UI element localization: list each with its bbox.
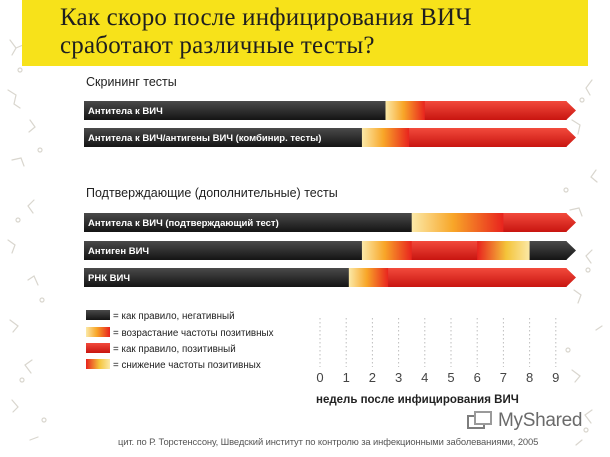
bar-label-area bbox=[84, 268, 321, 287]
brand-name: MyShared bbox=[498, 410, 583, 431]
group-heading: Подтверждающие (дополнительные) тесты bbox=[86, 186, 338, 200]
bar-label-area bbox=[84, 101, 321, 120]
bar-segment-negative bbox=[529, 241, 567, 260]
test-bar: Антиген ВИЧ bbox=[84, 241, 576, 260]
x-axis-label: недель после инфицирования ВИЧ bbox=[316, 394, 519, 406]
x-tick-label: 6 bbox=[474, 370, 481, 385]
legend-swatch bbox=[86, 327, 110, 337]
bar-segment-rising_positive bbox=[361, 241, 413, 260]
x-tick-label: 7 bbox=[500, 370, 507, 385]
legend-label: = как правило, негативный bbox=[113, 311, 235, 322]
legend-item-rising_positive: = возрастание частоты позитивных bbox=[86, 327, 274, 339]
x-tick-label: 5 bbox=[447, 370, 454, 385]
bar-segment-positive bbox=[388, 268, 567, 287]
x-tick-label: 2 bbox=[369, 370, 376, 385]
legend-swatch bbox=[86, 343, 110, 353]
brand-logo: MyShared bbox=[466, 410, 583, 432]
x-tick-label: 9 bbox=[552, 370, 559, 385]
title-banner: Как скоро после инфицирования ВИЧ сработ… bbox=[22, 0, 588, 66]
bar-segment-rising_positive bbox=[411, 213, 504, 232]
legend-label: = возрастание частоты позитивных bbox=[113, 328, 274, 339]
x-tick-label: 4 bbox=[421, 370, 428, 385]
bar-label: Антитела к ВИЧ/антигены ВИЧ (комбинир. т… bbox=[88, 133, 321, 144]
bar-label-area bbox=[84, 128, 321, 147]
bar-segment-rising_positive bbox=[361, 128, 410, 147]
bar-segment-negative bbox=[320, 268, 350, 287]
decorative-figures-left bbox=[7, 39, 47, 441]
bar-segment-positive bbox=[424, 101, 567, 120]
x-tick-label: 0 bbox=[316, 370, 323, 385]
bar-arrow-head bbox=[566, 241, 576, 260]
bar-segment-negative bbox=[320, 101, 386, 120]
x-tick-label: 1 bbox=[343, 370, 350, 385]
bar-segment-negative bbox=[320, 128, 363, 147]
bar-segment-falling_positive bbox=[477, 241, 531, 260]
test-bar: Антитела к ВИЧ bbox=[84, 101, 576, 120]
bar-label: Антитела к ВИЧ (подтверждающий тест) bbox=[88, 218, 279, 229]
group-heading: Скрининг тесты bbox=[86, 75, 177, 89]
x-tick-label: 3 bbox=[395, 370, 402, 385]
bar-label: Антитела к ВИЧ bbox=[88, 106, 163, 117]
legend-item-falling_positive: = снижение частоты позитивных bbox=[86, 359, 261, 371]
test-bar: РНК ВИЧ bbox=[84, 268, 576, 287]
legend-item-negative: = как правило, негативный bbox=[86, 310, 235, 322]
bar-segment-negative bbox=[320, 213, 413, 232]
bar-arrow-head bbox=[566, 268, 576, 287]
x-tick-label: 8 bbox=[526, 370, 533, 385]
bar-segment-positive bbox=[503, 213, 567, 232]
bar-label-area bbox=[84, 213, 321, 232]
bar-label: РНК ВИЧ bbox=[88, 273, 130, 284]
bar-label: Антиген ВИЧ bbox=[88, 246, 149, 257]
source-citation: цит. по Р. Торстенссону, Шведский инстит… bbox=[118, 436, 539, 447]
myshared-logo-icon bbox=[467, 411, 492, 429]
title-line-1: Как скоро после инфицирования ВИЧ bbox=[60, 4, 472, 31]
title-line-2: сработают различные тесты? bbox=[60, 32, 375, 59]
legend-item-positive: = как правило, позитивный bbox=[86, 343, 236, 355]
bar-segment-rising_positive bbox=[348, 268, 389, 287]
bar-arrow-head bbox=[566, 101, 576, 120]
legend-swatch bbox=[86, 310, 110, 320]
test-bar: Антитела к ВИЧ (подтверждающий тест) bbox=[84, 213, 576, 232]
bar-segment-positive bbox=[409, 128, 567, 147]
legend-swatch bbox=[86, 359, 110, 369]
bar-arrow-head bbox=[566, 128, 576, 147]
decorative-figures-right bbox=[563, 79, 603, 446]
bar-segment-positive bbox=[411, 241, 478, 260]
legend-label: = как правило, позитивный bbox=[113, 344, 236, 355]
legend-label: = снижение частоты позитивных bbox=[113, 360, 261, 371]
bar-label-area bbox=[84, 241, 321, 260]
bar-arrow-head bbox=[566, 213, 576, 232]
bar-segment-negative bbox=[320, 241, 363, 260]
test-bar: Антитела к ВИЧ/антигены ВИЧ (комбинир. т… bbox=[84, 128, 576, 147]
bar-segment-rising_positive bbox=[385, 101, 426, 120]
